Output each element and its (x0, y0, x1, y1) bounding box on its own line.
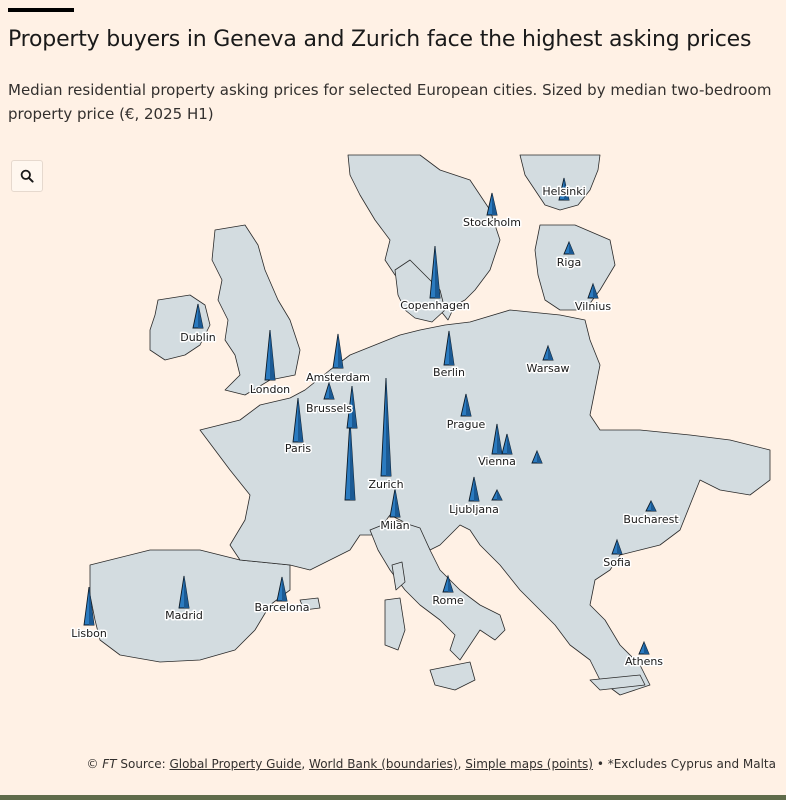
city-label-ljubljana: Ljubljana (449, 503, 499, 516)
spike-extra-0 (344, 419, 356, 501)
city-label-london: London (250, 383, 290, 396)
spike-riga (563, 240, 575, 255)
land-sicily (429, 661, 476, 691)
spike-copenhagen (429, 245, 441, 299)
land-italy (369, 519, 506, 661)
city-label-milan: Milan (380, 519, 409, 532)
city-label-bucharest: Bucharest (623, 513, 679, 526)
city-label-amsterdam: Amsterdam (306, 371, 370, 384)
spike-zurich (380, 377, 392, 477)
city-label-dublin: Dublin (180, 331, 216, 344)
map-container[interactable]: Helsinki Stockholm Riga Vilnius Copenhagen Du… (0, 150, 786, 740)
city-label-barcelona: Barcelona (255, 601, 310, 614)
spike-athens (638, 640, 650, 655)
city-label-sofia: Sofia (603, 556, 630, 569)
spike-paris (292, 397, 304, 443)
source-link-simple-maps[interactable]: Simple maps (points) (465, 757, 593, 771)
footer-note: *Excludes Cyprus and Malta (607, 757, 776, 771)
spike-ljubljana (468, 476, 480, 502)
land-continent (199, 309, 771, 696)
city-label-athens: Athens (625, 655, 663, 668)
spike-vilnius (587, 282, 599, 299)
city-label-vienna: Vienna (478, 455, 516, 468)
search-icon (20, 169, 34, 183)
spike-barcelona (276, 576, 288, 602)
spike-sofia (611, 538, 623, 555)
spike-extra-3 (531, 449, 543, 464)
land-finland (519, 154, 601, 211)
city-label-helsinki: Helsinki (542, 185, 585, 198)
map-search-button[interactable] (11, 160, 43, 192)
spike-bucharest (645, 499, 657, 512)
land-crete (589, 674, 646, 691)
land-corsica (391, 561, 406, 591)
city-label-vilnius: Vilnius (575, 300, 611, 313)
chart-subtitle: Median residential property asking price… (8, 81, 772, 123)
spike-dublin (192, 303, 204, 329)
bottom-image-strip (0, 795, 786, 800)
city-label-lisbon: Lisbon (71, 627, 107, 640)
city-label-prague: Prague (447, 418, 486, 431)
europe-map[interactable]: Helsinki Stockholm Riga Vilnius Copenhagen Du… (0, 150, 786, 740)
spike-rome (442, 574, 454, 593)
spike-layer (83, 177, 657, 655)
spike-amsterdam (332, 333, 344, 369)
spike-warsaw (542, 344, 554, 361)
land-denmark (394, 259, 446, 323)
source-link-world-bank[interactable]: World Bank (boundaries) (309, 757, 458, 771)
land-scandinavia (347, 154, 501, 321)
chart-title: Property buyers in Geneva and Zurich fac… (8, 27, 752, 52)
land-layer (89, 154, 771, 696)
city-label-riga: Riga (557, 256, 581, 269)
city-label-madrid: Madrid (165, 609, 203, 622)
city-label-berlin: Berlin (433, 366, 465, 379)
spike-vienna (491, 423, 503, 455)
city-label-paris: Paris (285, 442, 311, 455)
land-great-britain (211, 224, 301, 396)
ft-brand: FT (102, 757, 117, 771)
city-label-rome: Rome (432, 594, 464, 607)
spike-prague (460, 393, 472, 417)
source-link-global-property-guide[interactable]: Global Property Guide (169, 757, 302, 771)
land-sardinia (384, 597, 406, 651)
source-label: Source: (120, 757, 166, 771)
city-label-stockholm: Stockholm (463, 216, 521, 229)
spike-london (264, 329, 276, 381)
brand-bar (8, 8, 74, 12)
spike-lisbon (83, 586, 95, 626)
spike-extra-4 (491, 488, 503, 501)
copyright-symbol: © (86, 757, 99, 771)
spike-extra-2 (501, 433, 513, 455)
spike-berlin (443, 330, 455, 366)
land-ireland (149, 294, 211, 361)
spike-milan (389, 488, 401, 518)
label-layer: Helsinki Stockholm Riga Vilnius Copenhagen Du… (70, 184, 681, 670)
land-iberia (89, 549, 291, 663)
city-label-brussels: Brussels (306, 402, 352, 415)
land-balearics (299, 597, 321, 611)
spike-extra-1 (346, 385, 358, 429)
city-label-zurich: Zurich (368, 478, 403, 491)
spike-helsinki (558, 177, 570, 201)
spike-madrid (178, 575, 190, 609)
spike-brussels (323, 381, 335, 400)
footer-bullet: • (596, 757, 604, 771)
city-label-copenhagen: Copenhagen (400, 299, 470, 312)
footer: © FT Source: Global Property Guide, Worl… (86, 757, 776, 771)
spike-stockholm (486, 192, 498, 216)
city-label-warsaw: Warsaw (527, 362, 570, 375)
